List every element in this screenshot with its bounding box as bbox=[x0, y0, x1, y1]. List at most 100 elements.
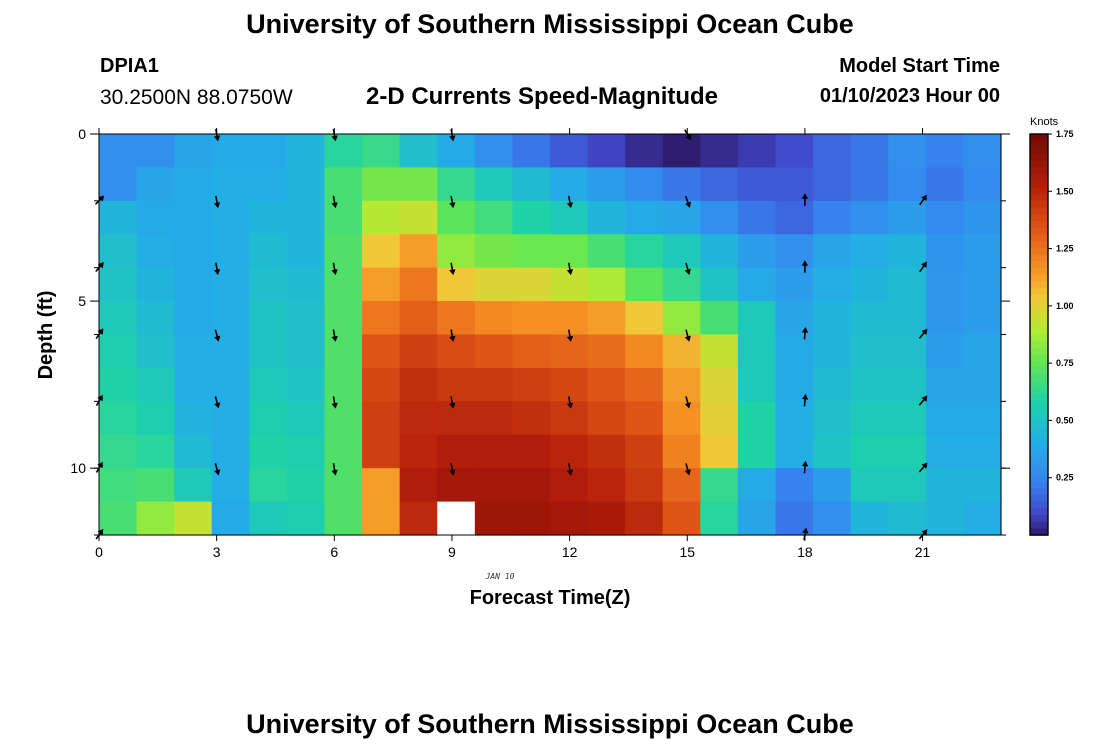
heatmap-cell bbox=[550, 501, 589, 536]
heatmap-cell bbox=[813, 334, 852, 369]
current-vector bbox=[918, 529, 928, 540]
heatmap-cell bbox=[775, 134, 814, 169]
current-vector bbox=[566, 329, 574, 342]
current-vector bbox=[214, 396, 221, 409]
heatmap-cell bbox=[174, 234, 213, 269]
heatmap-cell bbox=[136, 367, 175, 402]
heatmap-cell bbox=[249, 334, 288, 369]
heatmap-cell bbox=[813, 501, 852, 536]
heatmap-cell bbox=[474, 468, 514, 503]
page-title: University of Southern Mississippi Ocean… bbox=[246, 9, 854, 39]
heatmap-cell bbox=[925, 367, 965, 402]
heatmap-cell bbox=[700, 200, 739, 235]
heatmap-cell bbox=[850, 301, 889, 336]
heatmap-cell bbox=[625, 234, 664, 269]
heatmap-cell bbox=[813, 200, 852, 235]
current-vector bbox=[94, 195, 105, 205]
heatmap-cell bbox=[136, 134, 175, 169]
heatmap-cell bbox=[512, 134, 551, 169]
current-vector bbox=[566, 262, 574, 276]
heatmap-cell bbox=[813, 234, 852, 269]
heatmap-cell bbox=[286, 200, 326, 235]
colorbar-tick-label: 0.75 bbox=[1056, 358, 1074, 368]
heatmap-cell bbox=[850, 367, 889, 402]
colorbar-swatch bbox=[1030, 260, 1048, 269]
heatmap-cell bbox=[286, 501, 326, 536]
heatmap-cell bbox=[437, 367, 476, 402]
heatmap-cell bbox=[662, 200, 701, 235]
colorbar-tick-label: 0.25 bbox=[1056, 473, 1074, 483]
heatmap-cell bbox=[775, 234, 814, 269]
x-tick-label: 3 bbox=[213, 544, 221, 560]
colorbar-swatch bbox=[1030, 287, 1048, 296]
heatmap-cell bbox=[474, 234, 514, 269]
heatmap-cell bbox=[550, 401, 589, 436]
heatmap-cell bbox=[813, 468, 852, 503]
current-vector bbox=[449, 463, 456, 476]
heatmap-cell bbox=[888, 434, 927, 469]
heatmap-cell bbox=[737, 167, 777, 202]
heatmap-cell bbox=[399, 434, 438, 469]
heatmap-cell bbox=[625, 401, 664, 436]
heatmap-cell bbox=[963, 134, 1002, 169]
colorbar-swatch bbox=[1030, 367, 1048, 376]
heatmap-cell bbox=[737, 134, 777, 169]
heatmap-cell bbox=[174, 367, 213, 402]
heatmap-cell bbox=[324, 267, 363, 302]
heatmap-cell bbox=[813, 267, 852, 302]
heatmap-cell bbox=[324, 301, 363, 336]
heatmap-cell bbox=[136, 200, 175, 235]
heatmap-cell bbox=[700, 267, 739, 302]
colorbar-tick-label: 0.50 bbox=[1056, 415, 1074, 425]
current-vector bbox=[95, 328, 104, 340]
heatmap-cell bbox=[963, 401, 1002, 436]
heatmap-cell bbox=[662, 167, 701, 202]
colorbar-swatch bbox=[1030, 468, 1048, 476]
heatmap-cell bbox=[625, 468, 664, 503]
current-vector bbox=[95, 528, 104, 540]
current-vector bbox=[684, 463, 691, 476]
current-vector bbox=[684, 262, 691, 275]
current-vector bbox=[566, 396, 574, 409]
heatmap-cell bbox=[174, 167, 213, 202]
current-vector bbox=[95, 261, 104, 273]
heatmap-cell bbox=[850, 468, 889, 503]
heatmap-cell bbox=[587, 200, 626, 235]
colorbar-swatch bbox=[1030, 441, 1048, 449]
heatmap-cell bbox=[437, 301, 476, 336]
heatmap-cell bbox=[249, 267, 288, 302]
heatmap-cell bbox=[813, 401, 852, 436]
heatmap-cell bbox=[850, 200, 889, 235]
heatmap-cell bbox=[587, 167, 626, 202]
y-tick-label: 5 bbox=[78, 293, 86, 309]
colorbar-swatch bbox=[1030, 200, 1048, 209]
current-vector bbox=[214, 329, 221, 342]
colorbar-label: Knots bbox=[1030, 116, 1059, 128]
heatmap-cell bbox=[550, 301, 589, 336]
heatmap-cell bbox=[99, 167, 138, 202]
heatmap-cell bbox=[399, 301, 438, 336]
heatmap-cell bbox=[174, 468, 213, 503]
heatmap-cell bbox=[474, 334, 514, 369]
colorbar-swatch bbox=[1030, 187, 1048, 195]
heatmap-cell bbox=[662, 501, 701, 536]
heatmap-cells bbox=[99, 134, 1002, 536]
heatmap-cell bbox=[399, 134, 438, 169]
heatmap-cell bbox=[700, 134, 739, 169]
heatmap-cell bbox=[850, 134, 889, 169]
heatmap-cell bbox=[362, 367, 401, 402]
heatmap-cell bbox=[775, 434, 814, 469]
heatmap-cell bbox=[249, 134, 288, 169]
current-vector bbox=[918, 395, 928, 406]
heatmap-cell bbox=[512, 468, 551, 503]
heatmap-cell bbox=[888, 134, 927, 169]
heatmap-cell bbox=[474, 167, 514, 202]
colorbar-tick-label: 1.75 bbox=[1056, 129, 1074, 139]
colorbar-swatch bbox=[1030, 254, 1048, 262]
colorbar-swatch bbox=[1030, 421, 1048, 429]
x-tick-label: 9 bbox=[448, 544, 456, 560]
heatmap-cell bbox=[437, 134, 476, 169]
heatmap-cell bbox=[963, 301, 1002, 336]
heatmap-cell bbox=[362, 167, 401, 202]
